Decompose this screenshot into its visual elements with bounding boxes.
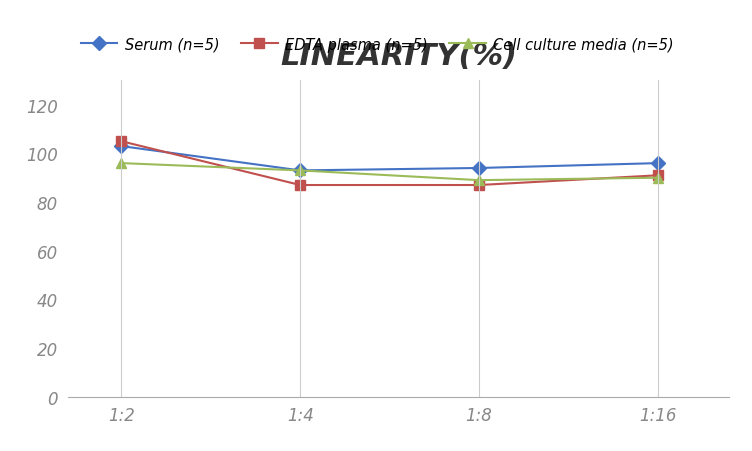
EDTA plasma (n=5) bbox=[653, 173, 663, 179]
Cell culture media (n=5) bbox=[296, 168, 305, 174]
Line: EDTA plasma (n=5): EDTA plasma (n=5) bbox=[117, 137, 663, 190]
Line: Cell culture media (n=5): Cell culture media (n=5) bbox=[117, 159, 663, 186]
Serum (n=5) bbox=[117, 144, 126, 149]
Legend: Serum (n=5), EDTA plasma (n=5), Cell culture media (n=5): Serum (n=5), EDTA plasma (n=5), Cell cul… bbox=[75, 32, 680, 58]
Serum (n=5) bbox=[475, 166, 484, 171]
EDTA plasma (n=5) bbox=[117, 139, 126, 145]
Serum (n=5) bbox=[296, 168, 305, 174]
Cell culture media (n=5) bbox=[117, 161, 126, 166]
Line: Serum (n=5): Serum (n=5) bbox=[117, 142, 663, 176]
Title: LINEARITY(%): LINEARITY(%) bbox=[280, 41, 517, 70]
Cell culture media (n=5) bbox=[475, 178, 484, 184]
EDTA plasma (n=5) bbox=[475, 183, 484, 189]
Serum (n=5) bbox=[653, 161, 663, 166]
Cell culture media (n=5) bbox=[653, 175, 663, 181]
EDTA plasma (n=5) bbox=[296, 183, 305, 189]
